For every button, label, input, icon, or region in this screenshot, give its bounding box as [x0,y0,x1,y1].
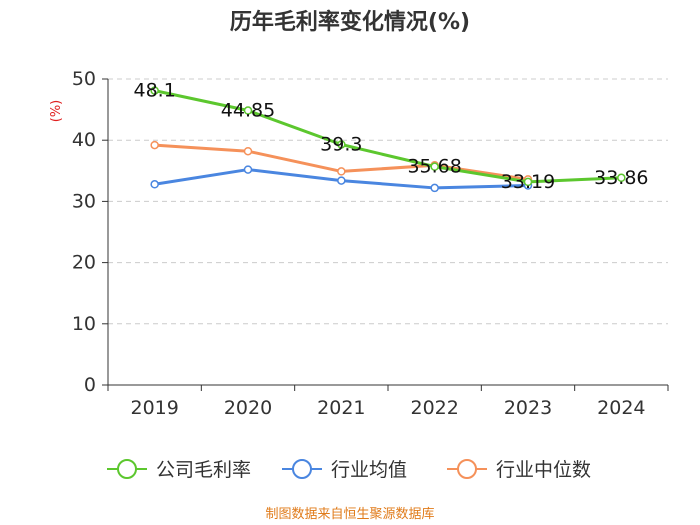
data-point [150,180,159,189]
x-tick-label: 2021 [317,397,365,419]
gridlines [108,78,668,325]
legend-marker [292,459,312,479]
data-labels: 48.1 44.85 39.3 35.68 33.19 33.86 [134,80,649,193]
y-tick-label: 10 [72,313,96,335]
legend-label: 行业均值 [331,459,407,481]
legend-label: 公司毛利率 [156,459,251,481]
data-point [243,146,253,156]
y-tick-label: 0 [84,374,96,396]
data-point [337,176,346,185]
data-point [523,177,533,187]
chart-title: 历年毛利率变化情况(%) [230,9,470,35]
y-axis-unit: (%) [49,100,64,123]
legend-marker [457,459,477,479]
data-point [243,106,253,115]
data-point [243,165,253,174]
data-label: 44.85 [221,100,275,122]
data-point [430,162,439,171]
x-tick-label: 2019 [130,397,178,419]
series-lines [150,86,626,193]
data-point [150,86,159,95]
data-label: 33.86 [594,167,648,189]
data-point [337,167,346,176]
x-tick-label: 2024 [597,397,645,419]
x-axis: 2019 2020 2021 2022 2023 2024 [107,79,669,419]
data-point [617,173,626,183]
y-tick-label: 50 [72,68,96,90]
legend-label: 行业中位数 [496,459,591,481]
x-tick-label: 2022 [410,397,458,419]
data-label: 39.3 [320,133,362,155]
data-point [430,183,439,193]
legend-marker [117,459,137,479]
data-point [337,140,346,149]
y-tick-label: 30 [72,190,96,212]
series-line [154,89,622,184]
x-tick-label: 2023 [504,397,552,419]
y-axis-ticks: 0 10 20 30 40 50 [72,68,108,396]
y-tick-label: 40 [72,129,96,151]
y-tick-label: 20 [72,252,96,274]
legend: 公司毛利率 行业均值 行业中位数 [107,459,591,481]
data-point [150,140,159,150]
data-label: 35.68 [407,156,461,178]
x-tick-label: 2020 [224,397,272,419]
data-label: 48.1 [134,80,176,102]
source-note: 制图数据来自恒生聚源数据库 [265,506,434,522]
data-label: 33.19 [501,171,555,193]
